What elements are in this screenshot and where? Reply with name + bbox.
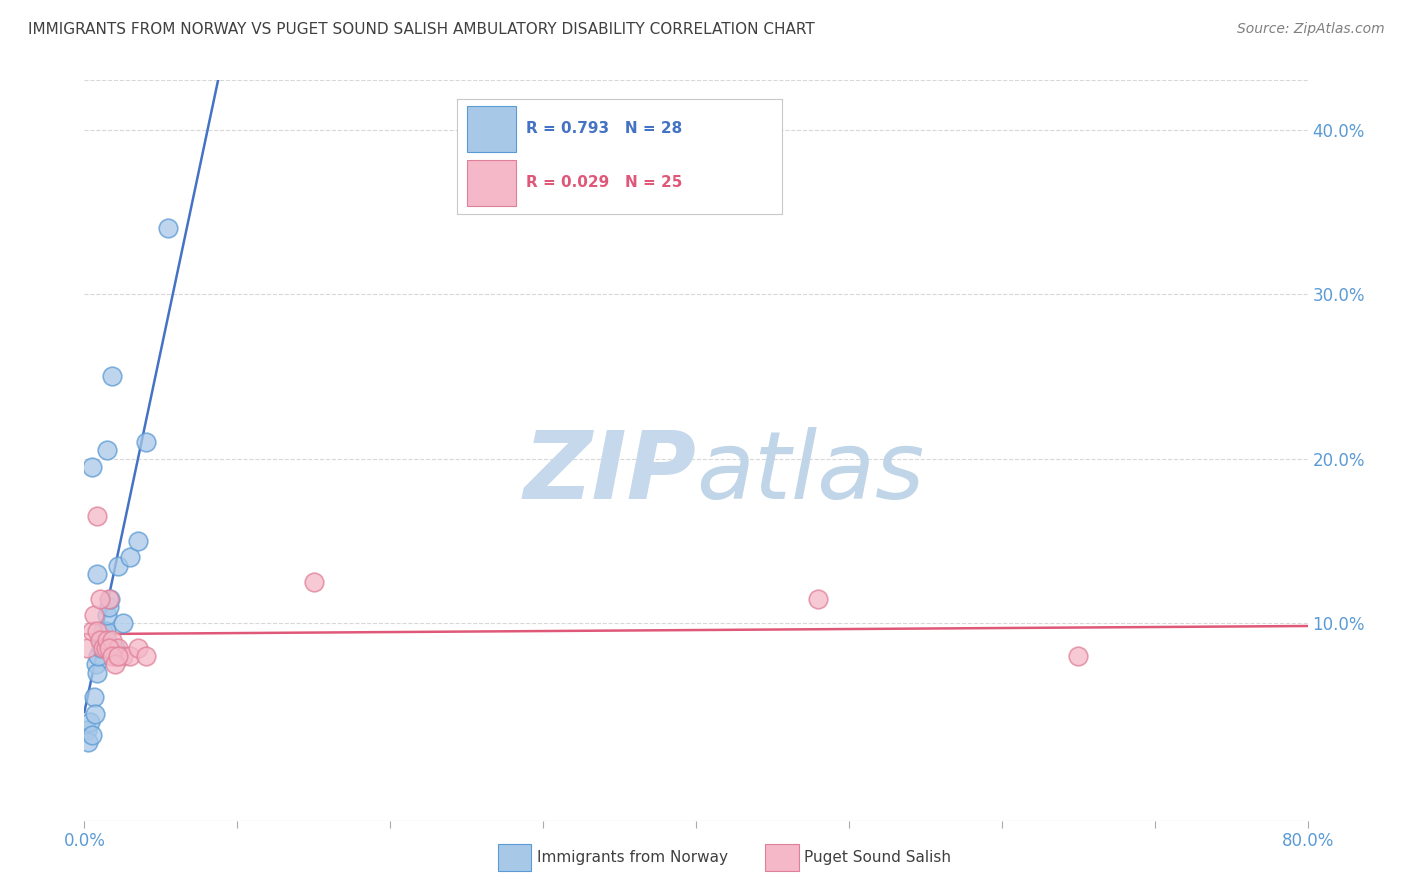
Point [96, 443, 118, 458]
Point [77, 734, 100, 748]
Point [98, 591, 121, 606]
Point [135, 649, 157, 664]
Point [1067, 649, 1090, 664]
Text: IMMIGRANTS FROM NORWAY VS PUGET SOUND SALISH AMBULATORY DISABILITY CORRELATION C: IMMIGRANTS FROM NORWAY VS PUGET SOUND SA… [28, 22, 815, 37]
Point [91, 640, 114, 655]
Point [80, 459, 103, 474]
Point [96, 632, 118, 647]
Point [84, 657, 107, 672]
Point [101, 649, 124, 664]
Point [96, 607, 118, 622]
Point [104, 649, 127, 664]
Point [104, 657, 127, 672]
Point [89, 591, 111, 606]
Point [127, 640, 149, 655]
Point [807, 591, 830, 606]
Text: Puget Sound Salish: Puget Sound Salish [804, 850, 952, 864]
Text: atlas: atlas [696, 427, 924, 518]
Point [97, 591, 120, 606]
Point [111, 649, 134, 664]
Point [86, 509, 108, 524]
Point [127, 533, 149, 548]
Point [80, 728, 103, 742]
Text: Immigrants from Norway: Immigrants from Norway [537, 850, 728, 864]
Point [101, 369, 124, 384]
Point [89, 632, 111, 647]
Text: Source: ZipAtlas.com: Source: ZipAtlas.com [1237, 22, 1385, 37]
Point [157, 221, 180, 235]
Point [86, 665, 108, 680]
Point [91, 624, 114, 639]
Point [76, 723, 98, 738]
Point [94, 624, 117, 639]
Point [135, 435, 157, 450]
Point [104, 640, 127, 655]
Point [83, 690, 105, 705]
Point [79, 714, 101, 729]
Point [84, 706, 107, 721]
Point [302, 575, 325, 590]
Point [83, 607, 105, 622]
Point [76, 640, 98, 655]
Point [89, 632, 111, 647]
Point [87, 649, 110, 664]
Point [107, 640, 129, 655]
Point [90, 640, 112, 655]
Point [97, 640, 120, 655]
Text: ZIP: ZIP [523, 426, 696, 518]
Point [86, 566, 108, 581]
Point [94, 640, 117, 655]
Point [93, 632, 115, 647]
Point [120, 550, 142, 565]
Point [107, 558, 129, 573]
Point [101, 632, 124, 647]
Point [120, 649, 142, 664]
Point [86, 624, 108, 639]
Point [80, 624, 103, 639]
Point [107, 649, 129, 664]
Point [111, 616, 134, 631]
Point [97, 599, 120, 614]
